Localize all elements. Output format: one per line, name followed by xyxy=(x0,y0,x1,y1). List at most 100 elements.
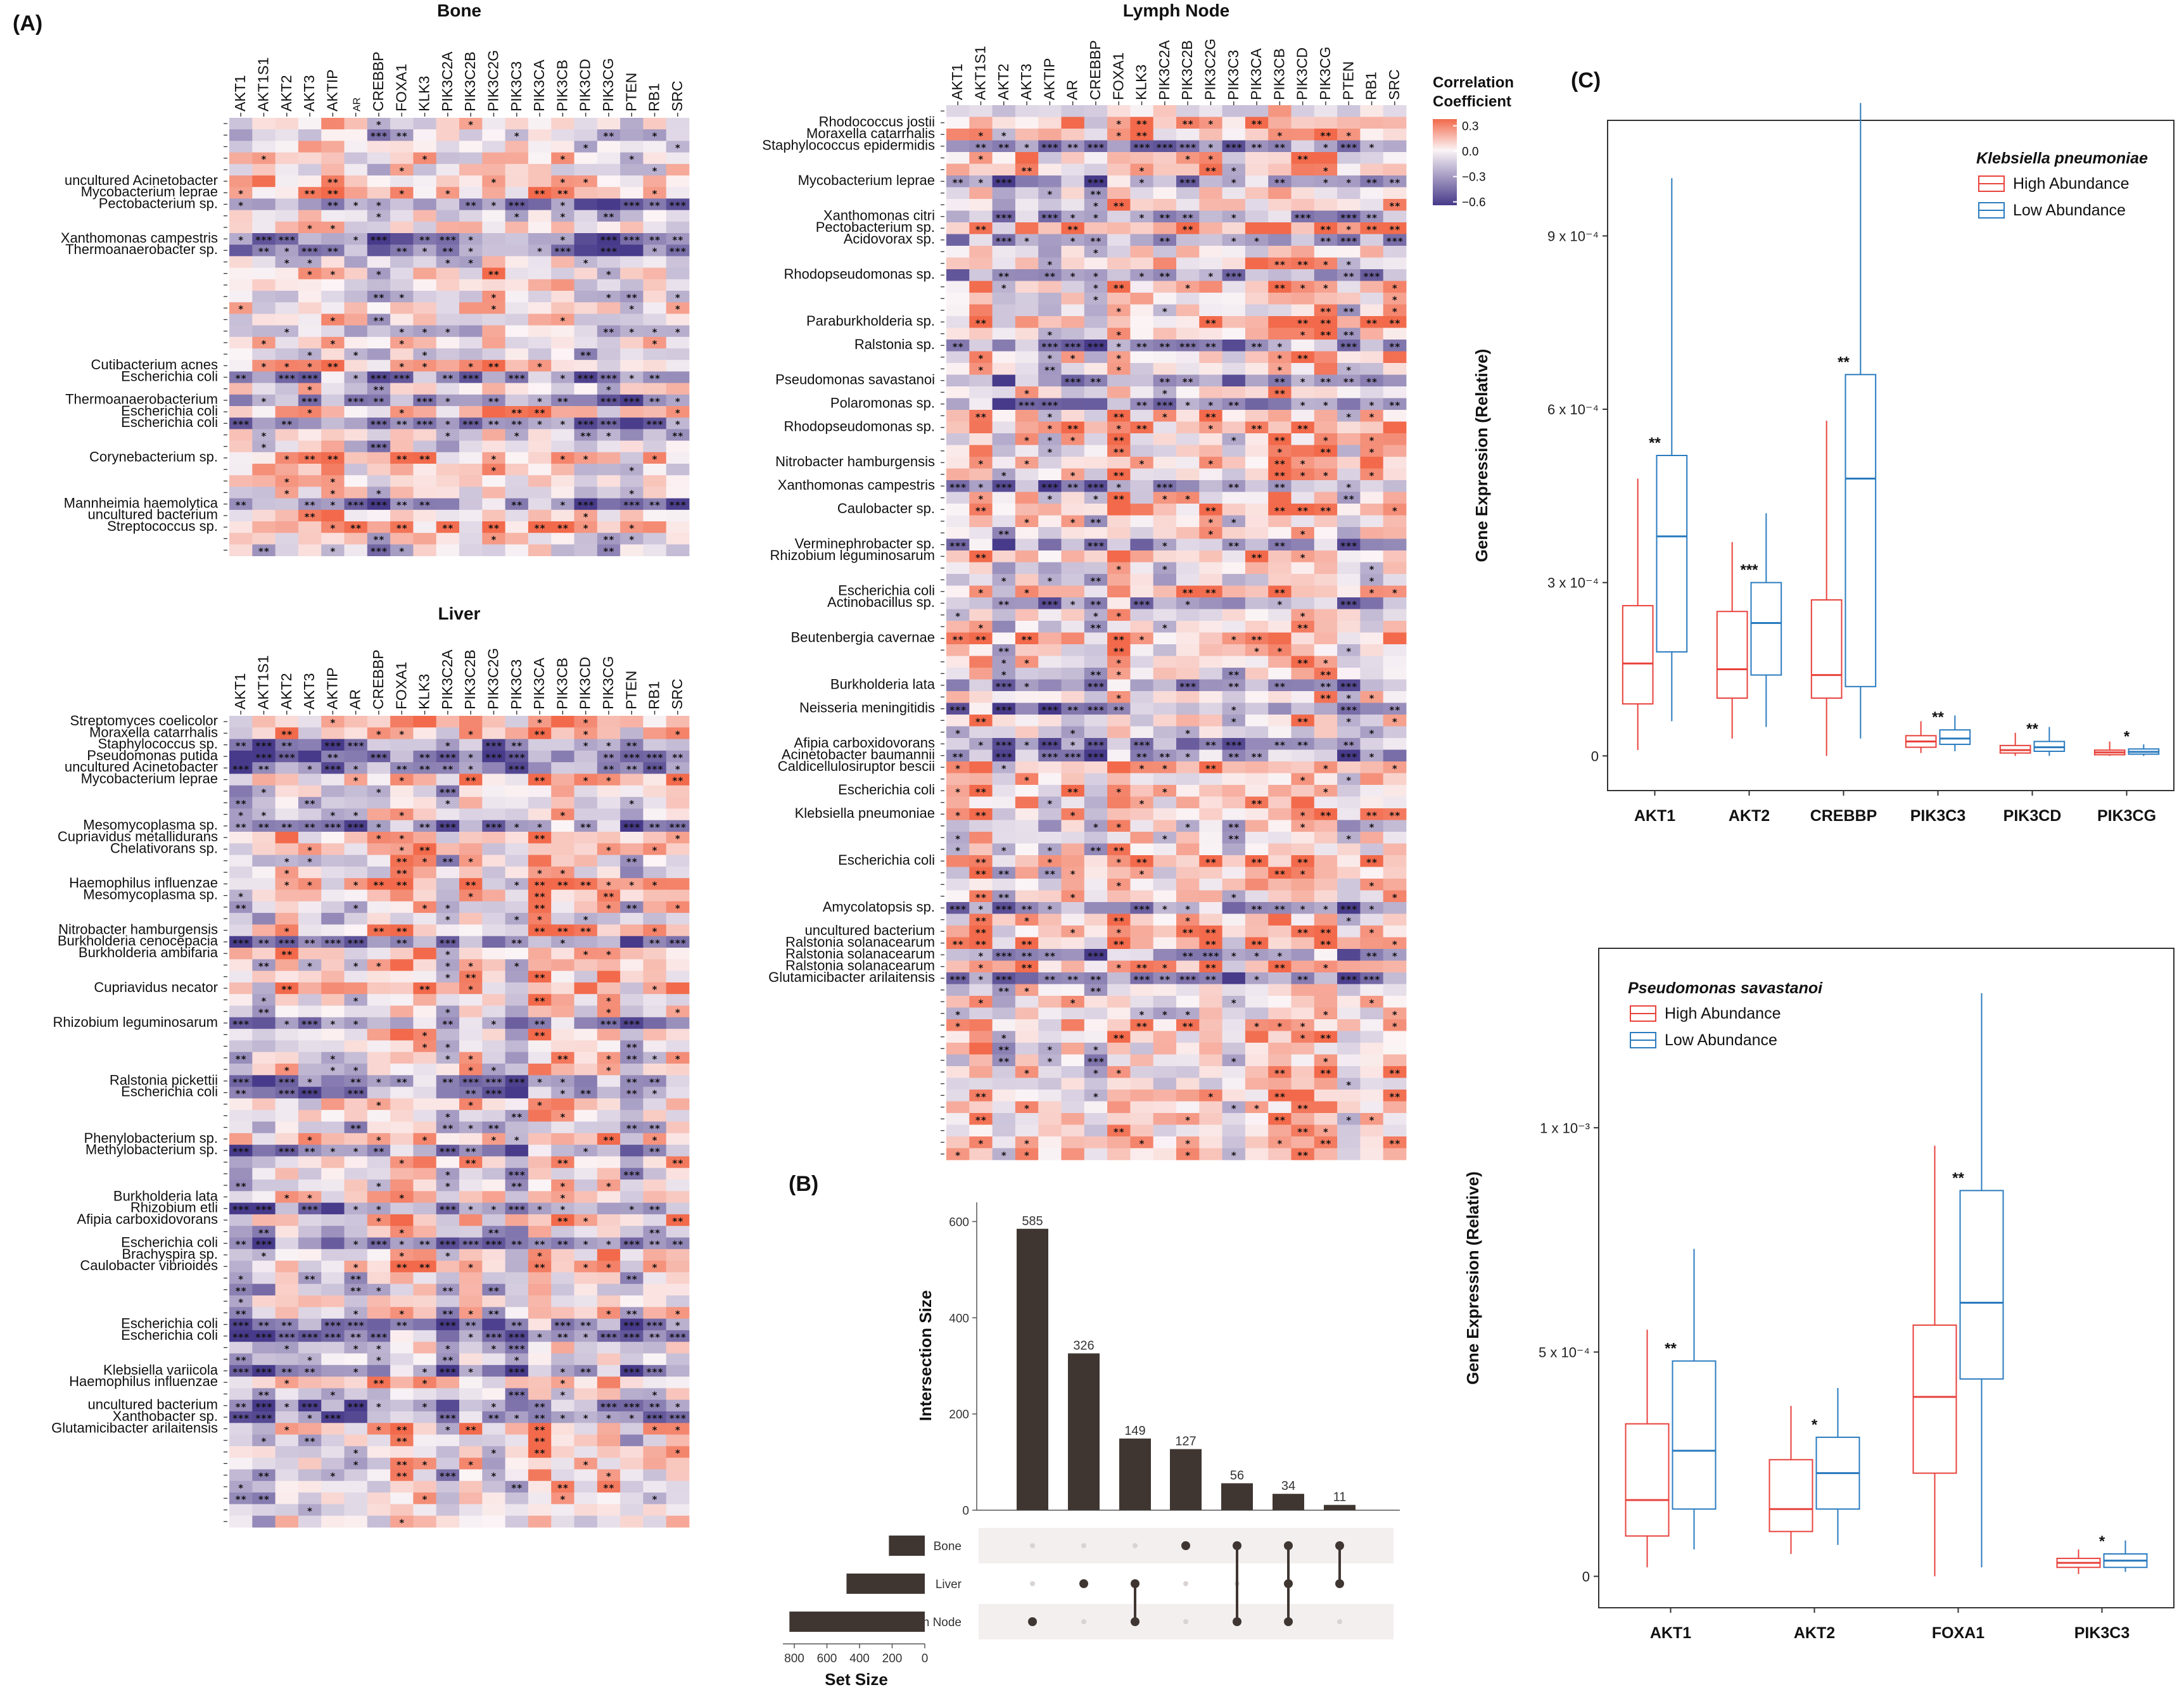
significance-mark: * xyxy=(284,926,289,938)
taxon-label: Pseudomonas savastanoi xyxy=(775,372,935,388)
heatmap-cell xyxy=(298,1005,322,1018)
heatmap-cell xyxy=(436,210,460,222)
heatmap-cell xyxy=(946,820,970,832)
significance-mark: * xyxy=(468,984,474,995)
heatmap-cell xyxy=(597,1377,621,1389)
heatmap-cell xyxy=(298,1110,322,1122)
heatmap-cell xyxy=(436,141,460,153)
heatmap-cell xyxy=(367,1388,391,1401)
heatmap-cell xyxy=(1222,410,1246,422)
heatmap-cell xyxy=(1015,808,1039,820)
heatmap-cell xyxy=(551,233,575,245)
heatmap-cell xyxy=(344,1504,368,1517)
heatmap-cell xyxy=(1061,574,1085,586)
heatmap-cell xyxy=(390,1411,414,1423)
heatmap-cell xyxy=(666,302,690,314)
significance-mark: ** xyxy=(488,1308,499,1320)
heatmap-cell xyxy=(459,913,483,925)
heatmap-cell xyxy=(413,843,437,855)
heatmap-cell xyxy=(367,221,391,234)
significance-mark: ** xyxy=(281,741,293,752)
heatmap-cell xyxy=(413,1180,437,1192)
heatmap-cell xyxy=(643,866,667,879)
heatmap-cell xyxy=(666,475,690,487)
significance-mark: ** xyxy=(258,938,269,949)
heatmap-cell xyxy=(275,1434,299,1447)
heatmap-cell xyxy=(459,175,483,188)
heatmap-cell xyxy=(1245,129,1269,141)
heatmap-cell xyxy=(992,550,1016,563)
heatmap-cell xyxy=(298,245,322,257)
significance-mark: ** xyxy=(1136,856,1148,868)
heatmap-cell xyxy=(1153,246,1177,258)
significance-mark: ** xyxy=(1297,739,1309,751)
significance-mark: * xyxy=(1231,165,1236,177)
heatmap-cell xyxy=(482,440,505,453)
significance-mark: ** xyxy=(373,926,384,938)
heatmap-cell xyxy=(413,417,437,429)
heatmap-cell xyxy=(946,410,970,422)
heatmap-cell xyxy=(367,1469,391,1482)
heatmap-cell xyxy=(252,429,276,441)
heatmap-cell xyxy=(459,1504,483,1517)
heatmap-cell xyxy=(298,773,322,786)
heatmap-cell xyxy=(459,221,483,234)
significance-mark: ** xyxy=(557,1053,568,1065)
significance-mark: * xyxy=(1277,646,1283,657)
significance-mark: * xyxy=(422,1135,428,1146)
heatmap-cell xyxy=(574,325,598,338)
significance-mark: ** xyxy=(396,1459,407,1470)
heatmap-cell xyxy=(574,1377,598,1389)
heatmap-cell xyxy=(528,797,552,809)
heatmap-cell xyxy=(574,452,598,464)
heatmap-cell xyxy=(367,210,391,222)
heatmap-cell xyxy=(643,394,667,407)
heatmap-cell xyxy=(1176,515,1200,528)
heatmap-cell xyxy=(390,175,414,188)
heatmap-cell xyxy=(298,1458,322,1470)
significance-mark: * xyxy=(652,1390,657,1401)
heatmap-cell xyxy=(413,163,437,176)
heatmap-cell xyxy=(666,1377,690,1389)
heatmap-cell xyxy=(1061,117,1085,129)
significance-mark: *** xyxy=(232,1320,250,1332)
heatmap-cell xyxy=(459,1480,483,1493)
heatmap-cell xyxy=(321,141,345,153)
heatmap-cell xyxy=(1015,703,1039,715)
heatmap-cell xyxy=(1038,632,1062,645)
significance-mark: * xyxy=(1369,411,1375,423)
heatmap-cell xyxy=(528,544,552,556)
significance-mark: * xyxy=(1093,611,1098,622)
heatmap-cell xyxy=(597,291,621,303)
heatmap-cell xyxy=(1337,668,1361,680)
significance-mark: *** xyxy=(324,822,341,833)
significance-mark: ** xyxy=(442,372,454,384)
heatmap-cell xyxy=(321,785,345,798)
heatmap-cell xyxy=(666,187,690,199)
heatmap-cell xyxy=(252,1353,276,1366)
heatmap-cell xyxy=(436,475,460,487)
heatmap-cell xyxy=(528,440,552,453)
heatmap-cell xyxy=(574,291,598,303)
heatmap-cell xyxy=(574,913,598,925)
significance-mark: * xyxy=(1369,564,1375,575)
heatmap-cell xyxy=(1268,715,1292,727)
heatmap-cell xyxy=(551,1434,575,1447)
heatmap-cell xyxy=(252,1480,276,1493)
significance-mark: * xyxy=(1346,224,1352,235)
significance-mark: ** xyxy=(1343,270,1354,282)
heatmap-cell xyxy=(1199,550,1222,563)
heatmap-cell xyxy=(1360,715,1384,727)
significance-mark: * xyxy=(675,728,680,740)
heatmap-cell xyxy=(413,267,437,280)
significance-mark: ** xyxy=(304,511,315,523)
heatmap-cell xyxy=(551,1005,575,1018)
heatmap-cell xyxy=(643,970,667,983)
significance-mark: * xyxy=(1116,329,1122,341)
significance-mark: * xyxy=(583,741,588,752)
heatmap-cell xyxy=(436,1029,460,1041)
heatmap-cell xyxy=(344,797,368,809)
heatmap-cell xyxy=(275,1110,299,1122)
heatmap-cell xyxy=(459,762,483,774)
heatmap-cell xyxy=(298,1017,322,1029)
